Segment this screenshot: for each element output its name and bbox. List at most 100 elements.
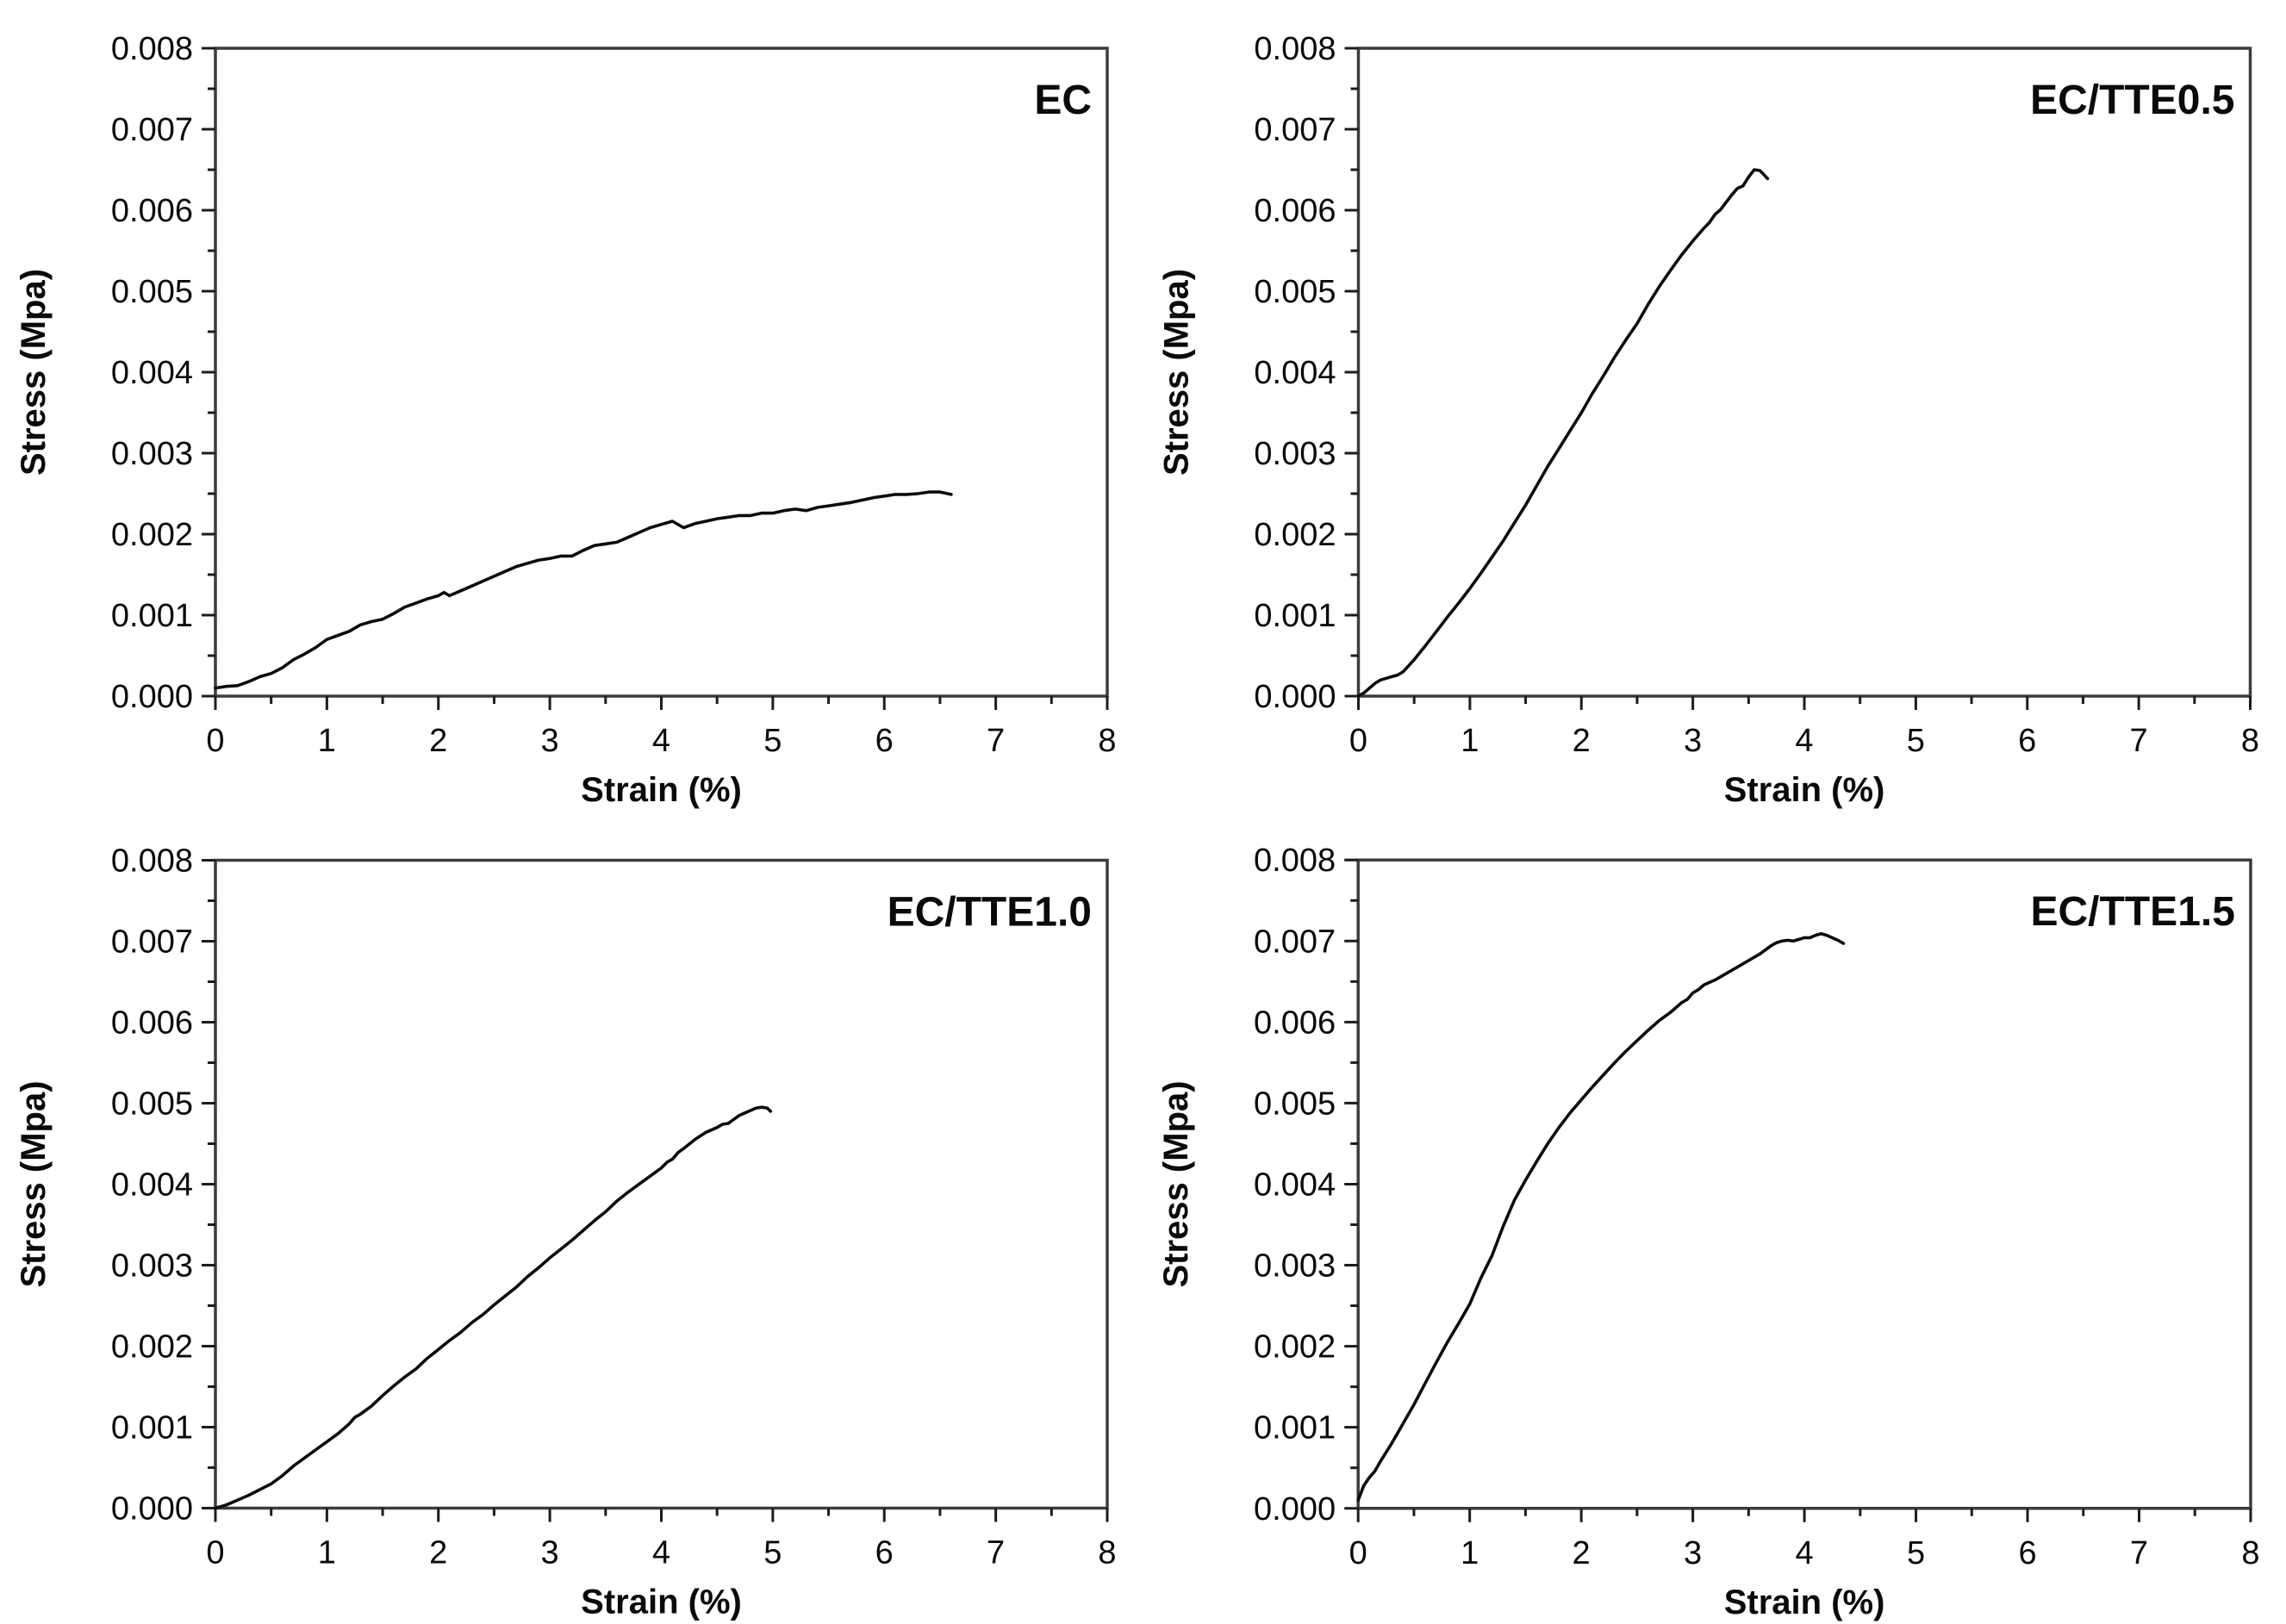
y-axis-tick-label: 0.008 xyxy=(1254,843,1336,879)
x-axis-tick-label: 2 xyxy=(429,1535,447,1571)
chart-svg-ec-tte10: 0 1 2 3 4 5 6 7 8 0.000 0.001 0.002 0.003 0.004 0.005 0… xyxy=(0,812,1143,1624)
y-axis-tick-label: 0.000 xyxy=(111,1491,193,1528)
y-axis-tick-label: 0.002 xyxy=(1254,517,1336,553)
x-axis-tick-label: 1 xyxy=(318,1535,336,1571)
y-axis-title: Stress (Mpa) xyxy=(15,269,53,476)
y-axis-tick-label: 0.004 xyxy=(1254,355,1336,391)
plot-background xyxy=(1143,812,2286,1624)
y-axis-tick-label: 0.005 xyxy=(111,1086,193,1123)
x-axis-tick-label: 3 xyxy=(1684,1535,1702,1571)
y-axis-tick-label: 0.000 xyxy=(1254,1491,1336,1528)
x-axis-tick-label: 8 xyxy=(1098,1535,1116,1571)
x-axis-tick-label: 2 xyxy=(1573,1535,1591,1571)
x-axis-tick-label: 4 xyxy=(652,1535,670,1571)
y-axis-tick-label: 0.006 xyxy=(111,193,193,229)
y-axis-tick-label: 0.001 xyxy=(111,1410,193,1447)
chart-title: EC xyxy=(1034,78,1092,123)
x-axis-tick-label: 6 xyxy=(2018,1535,2036,1571)
x-axis-tick-label: 2 xyxy=(1573,723,1591,759)
y-axis-title: Stress (Mpa) xyxy=(15,1080,53,1287)
x-axis-tick-label: 3 xyxy=(541,723,559,759)
x-axis-tick-label: 7 xyxy=(987,1535,1005,1571)
chart-svg-ec: 0 1 2 3 4 5 6 7 8 0.000 0.001 0.002 0.003 0.004 0.005 0… xyxy=(0,0,1143,812)
y-axis-tick-label: 0.003 xyxy=(111,1248,193,1285)
x-axis-tick-label: 8 xyxy=(2241,1535,2259,1571)
y-axis-tick-label: 0.008 xyxy=(1254,31,1336,67)
x-axis-tick-label: 5 xyxy=(763,723,782,759)
y-axis-tick-label: 0.002 xyxy=(111,1329,193,1366)
y-axis-tick-label: 0.004 xyxy=(1254,1167,1336,1203)
x-axis-tick-label: 1 xyxy=(1461,723,1479,759)
x-axis-tick-label: 6 xyxy=(2018,723,2036,759)
stress-strain-curve xyxy=(214,1105,773,1510)
stress-strain-curve xyxy=(214,490,953,690)
chart-panel-ec-tte10: 0 1 2 3 4 5 6 7 8 0.000 0.001 0.002 0.003 0.004 0.005 0… xyxy=(0,812,1143,1624)
x-axis-tick-label: 3 xyxy=(541,1535,559,1571)
y-axis-tick-label: 0.008 xyxy=(111,31,193,67)
x-axis-title: Strain (%) xyxy=(1724,771,1885,809)
x-axis-tick-label: 1 xyxy=(318,723,336,759)
x-axis-tick-label: 7 xyxy=(2130,1535,2148,1571)
y-axis-tick-label: 0.005 xyxy=(1254,1086,1336,1122)
y-axis-tick-label: 0.004 xyxy=(111,1167,193,1204)
chart-panel-ec-tte15: 0 1 2 3 4 5 6 7 8 0.000 0.001 0.002 0.003 0.004 0.005 0… xyxy=(1143,812,2286,1624)
plot-background xyxy=(0,0,1143,812)
y-axis-tick-label: 0.005 xyxy=(111,274,193,310)
x-axis-tick-label: 5 xyxy=(1907,1535,1925,1571)
y-axis-tick-label: 0.001 xyxy=(1254,598,1336,634)
x-axis-tick-label: 7 xyxy=(987,723,1005,759)
y-axis-tick-label: 0.007 xyxy=(111,924,193,961)
x-axis-tick-label: 0 xyxy=(206,1535,224,1571)
y-axis-tick-label: 0.001 xyxy=(111,598,193,634)
y-axis-tick-label: 0.007 xyxy=(1254,112,1336,148)
x-axis-tick-label: 3 xyxy=(1684,723,1702,759)
y-axis-tick-label: 0.006 xyxy=(1254,1005,1336,1041)
plot-background xyxy=(1143,0,2286,812)
x-axis-tick-label: 4 xyxy=(1796,1535,1814,1571)
x-axis-tick-label: 5 xyxy=(1907,723,1925,759)
y-axis-tick-label: 0.002 xyxy=(1254,1329,1336,1366)
stress-strain-curve xyxy=(1356,168,1770,698)
x-axis-tick-label: 1 xyxy=(1461,1535,1479,1571)
chart-title: EC/TTE0.5 xyxy=(2030,78,2234,123)
x-axis-tick-label: 8 xyxy=(2241,723,2259,759)
y-axis-tick-label: 0.003 xyxy=(111,436,193,472)
x-axis-tick-label: 0 xyxy=(206,723,224,759)
stress-strain-curve xyxy=(1356,931,1846,1503)
y-axis-tick-label: 0.004 xyxy=(111,355,193,391)
x-axis-title: Strain (%) xyxy=(581,771,742,809)
x-axis-tick-label: 6 xyxy=(875,1535,894,1571)
y-axis-tick-label: 0.006 xyxy=(111,1005,193,1042)
x-axis-tick-label: 7 xyxy=(2130,723,2148,759)
y-axis-tick-label: 0.003 xyxy=(1254,436,1336,472)
y-axis-tick-label: 0.007 xyxy=(111,112,193,148)
x-axis-title: Strain (%) xyxy=(1724,1584,1885,1621)
x-axis-tick-label: 8 xyxy=(1098,723,1116,759)
y-axis-tick-label: 0.007 xyxy=(1254,924,1336,960)
x-axis-tick-label: 0 xyxy=(1349,723,1367,759)
chart-title: EC/TTE1.5 xyxy=(2030,889,2234,935)
chart-title: EC/TTE1.0 xyxy=(888,890,1092,936)
y-axis-tick-label: 0.003 xyxy=(1254,1248,1336,1285)
x-axis-title: Strain (%) xyxy=(581,1584,742,1621)
chart-panel-ec: 0 1 2 3 4 5 6 7 8 0.000 0.001 0.002 0.003 0.004 0.005 0… xyxy=(0,0,1143,812)
y-axis-tick-label: 0.000 xyxy=(111,679,193,715)
x-axis-tick-label: 0 xyxy=(1349,1535,1367,1571)
y-axis-tick-label: 0.001 xyxy=(1254,1410,1336,1447)
y-axis-tick-label: 0.005 xyxy=(1254,274,1336,310)
y-axis-tick-label: 0.000 xyxy=(1254,679,1336,715)
x-axis-tick-label: 2 xyxy=(429,723,447,759)
y-axis-title: Stress (Mpa) xyxy=(1157,1080,1195,1287)
chart-panel-ec-tte05: 0 1 2 3 4 5 6 7 8 0.000 0.001 0.002 0.003 0.004 0.005 0… xyxy=(1143,0,2286,812)
y-axis-title: Stress (Mpa) xyxy=(1158,269,1196,476)
x-axis-tick-label: 6 xyxy=(875,723,894,759)
chart-svg-ec-tte15: 0 1 2 3 4 5 6 7 8 0.000 0.001 0.002 0.003 0.004 0.005 0… xyxy=(1143,812,2286,1624)
x-axis-tick-label: 4 xyxy=(1795,723,1813,759)
x-axis-tick-label: 5 xyxy=(763,1535,782,1571)
y-axis-tick-label: 0.006 xyxy=(1254,193,1336,229)
plot-background xyxy=(0,812,1143,1624)
y-axis-tick-label: 0.002 xyxy=(111,517,193,553)
chart-svg-ec-tte05: 0 1 2 3 4 5 6 7 8 0.000 0.001 0.002 0.003 0.004 0.005 0… xyxy=(1143,0,2286,812)
